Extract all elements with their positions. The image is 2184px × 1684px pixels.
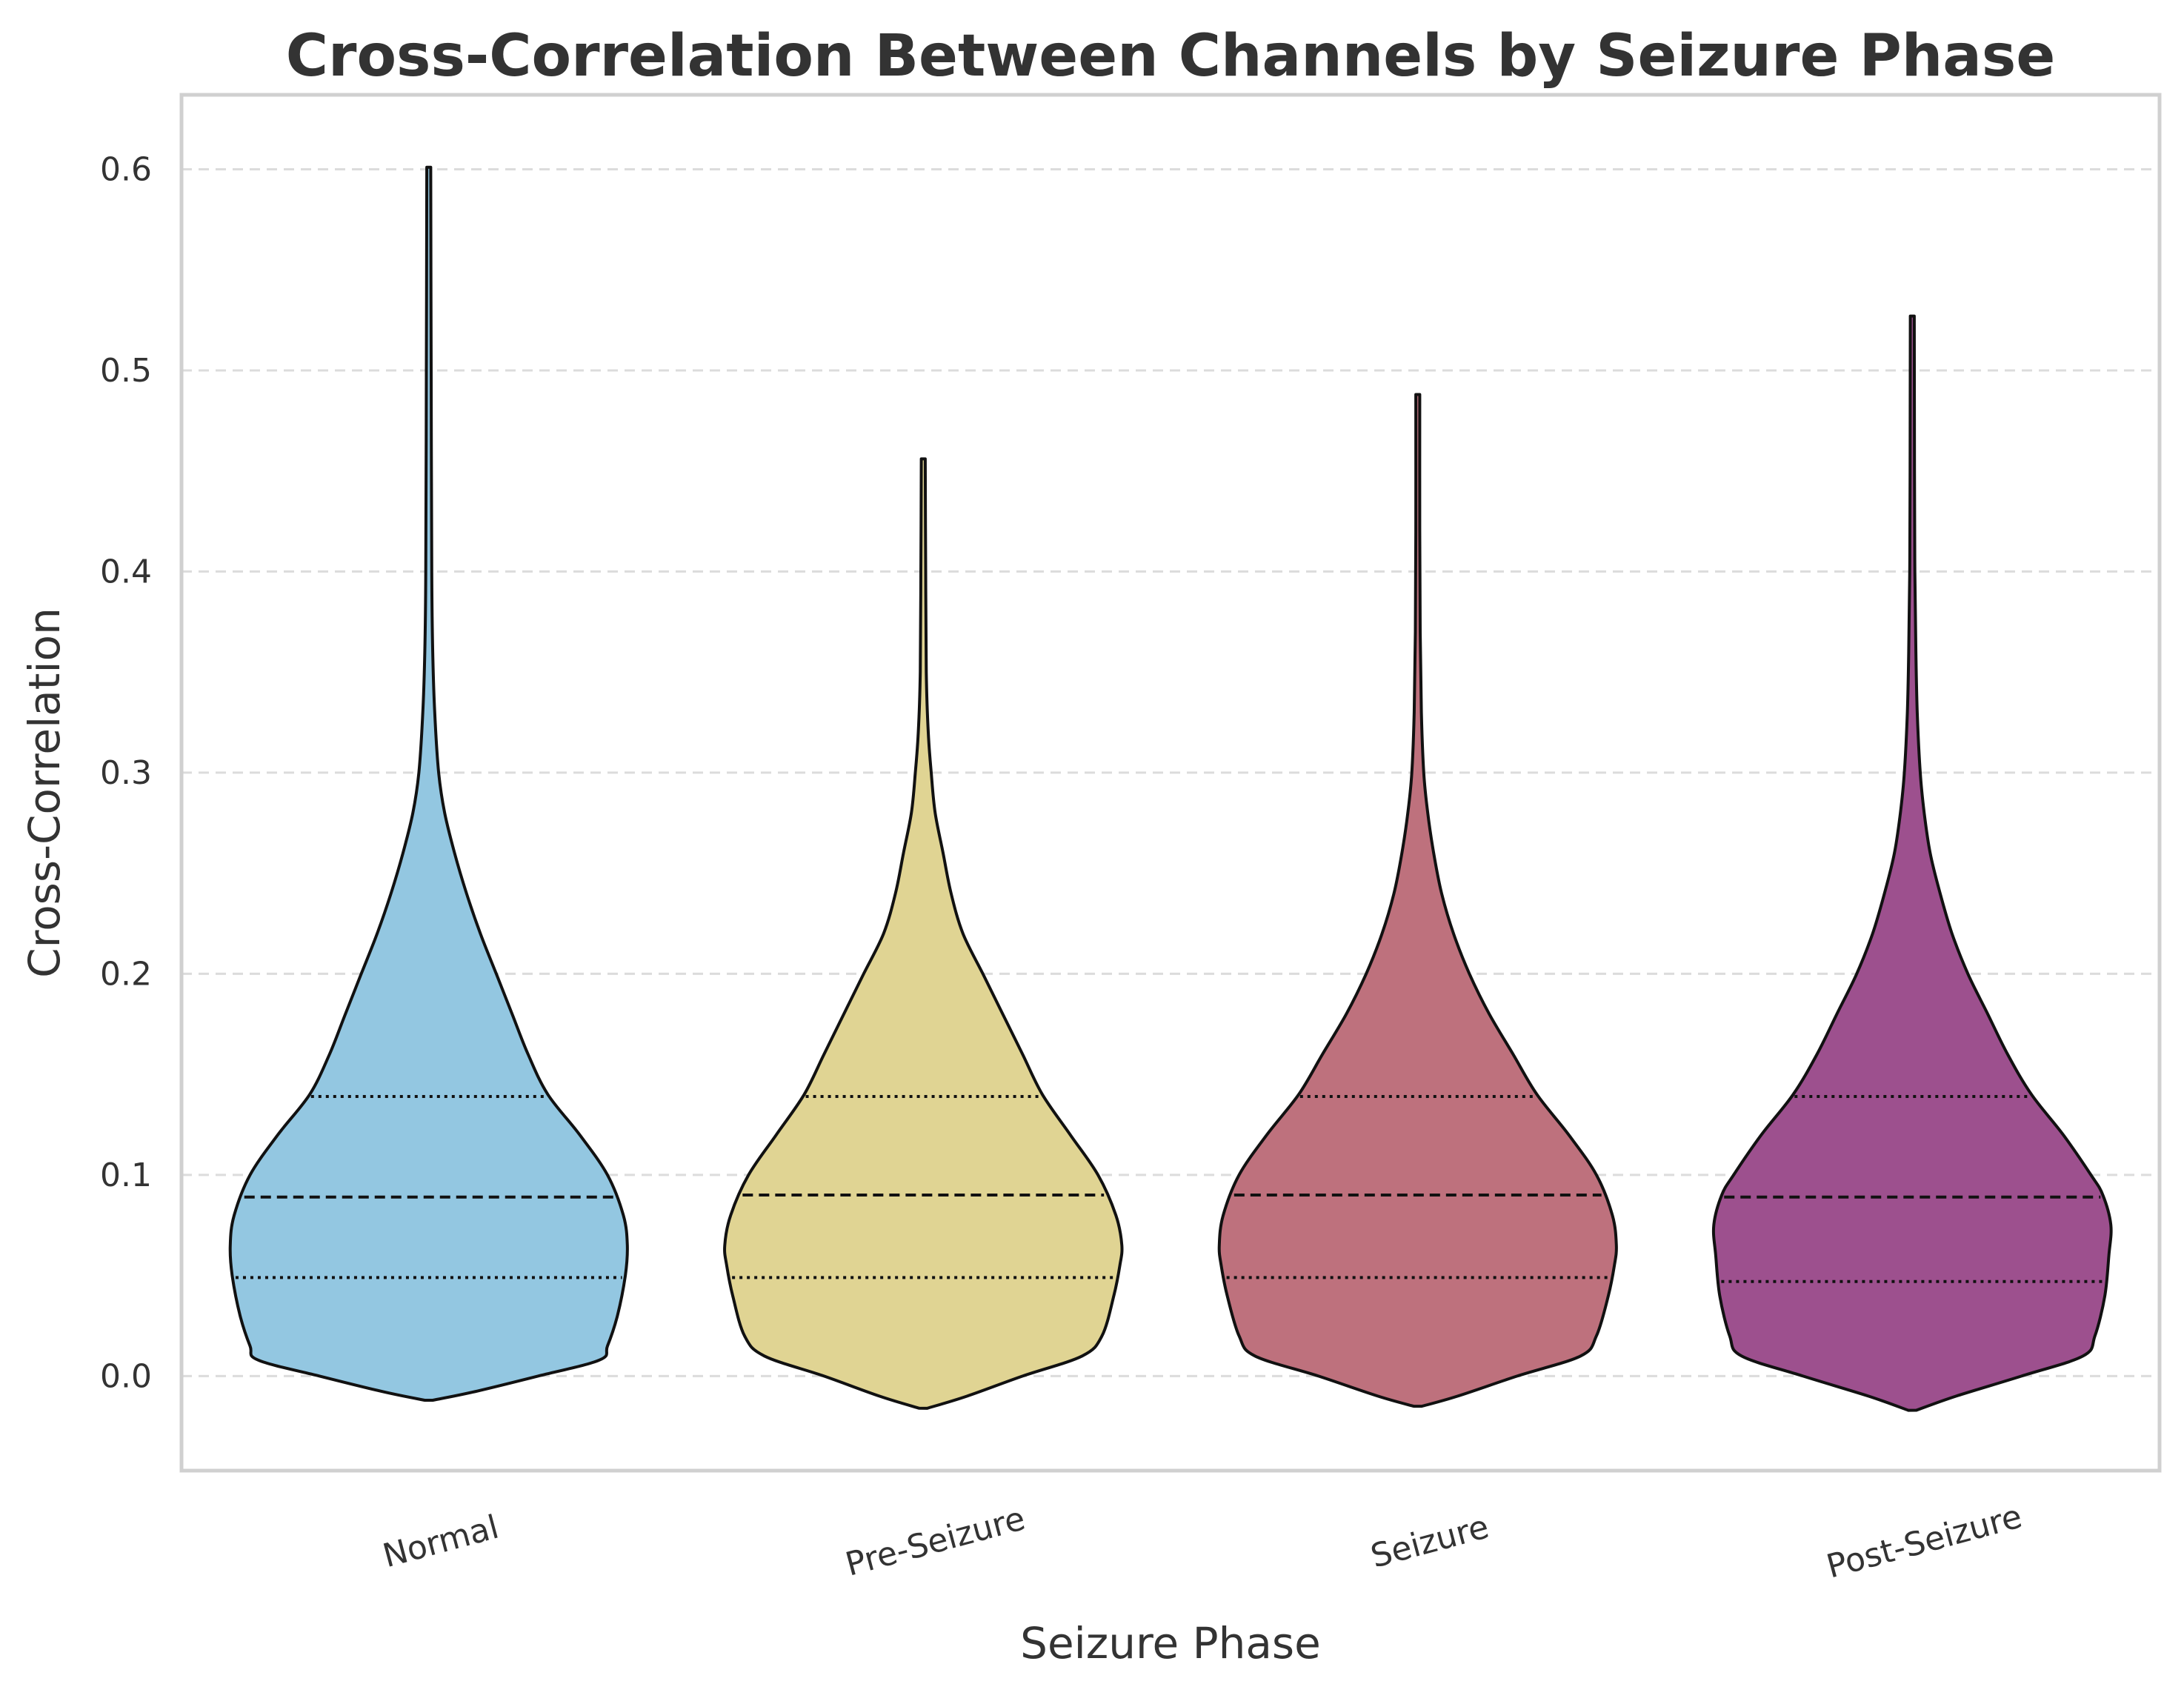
- y-axis-label: Cross-Correlation: [19, 608, 70, 978]
- violins: [228, 165, 2113, 1412]
- x-tick-label: Normal: [379, 1508, 503, 1575]
- y-tick-label: 0.1: [100, 1156, 152, 1194]
- violin-body: [723, 457, 1124, 1410]
- violin-pre-seizure: [723, 457, 1124, 1410]
- y-tick-label: 0.4: [100, 553, 152, 590]
- violin-post-seizure: [1711, 314, 2113, 1412]
- x-tick-label: Pre-Seizure: [842, 1500, 1029, 1584]
- violin-body: [1711, 314, 2113, 1412]
- y-tick-label: 0.0: [100, 1357, 152, 1395]
- y-tick-label: 0.3: [100, 754, 152, 792]
- x-axis-label: Seizure Phase: [1020, 1618, 1321, 1668]
- violin-normal: [228, 165, 629, 1402]
- y-tick-labels: 0.0 0.1 0.2 0.3 0.4 0.5 0.6: [100, 150, 152, 1395]
- y-tick-label: 0.6: [100, 150, 152, 188]
- x-tick-labels: Normal Pre-Seizure Seizure Post-Seizure: [379, 1497, 2026, 1585]
- y-tick-label: 0.2: [100, 955, 152, 993]
- violin-body: [1217, 393, 1618, 1408]
- x-tick-label: Post-Seizure: [1822, 1497, 2025, 1585]
- chart-title: Cross-Correlation Between Channels by Se…: [286, 23, 2055, 90]
- plot-frame: [179, 93, 2162, 1473]
- x-tick-label: Seizure: [1367, 1508, 1493, 1575]
- violin-seizure: [1217, 393, 1618, 1408]
- y-tick-label: 0.5: [100, 352, 152, 390]
- violin-body: [228, 165, 629, 1402]
